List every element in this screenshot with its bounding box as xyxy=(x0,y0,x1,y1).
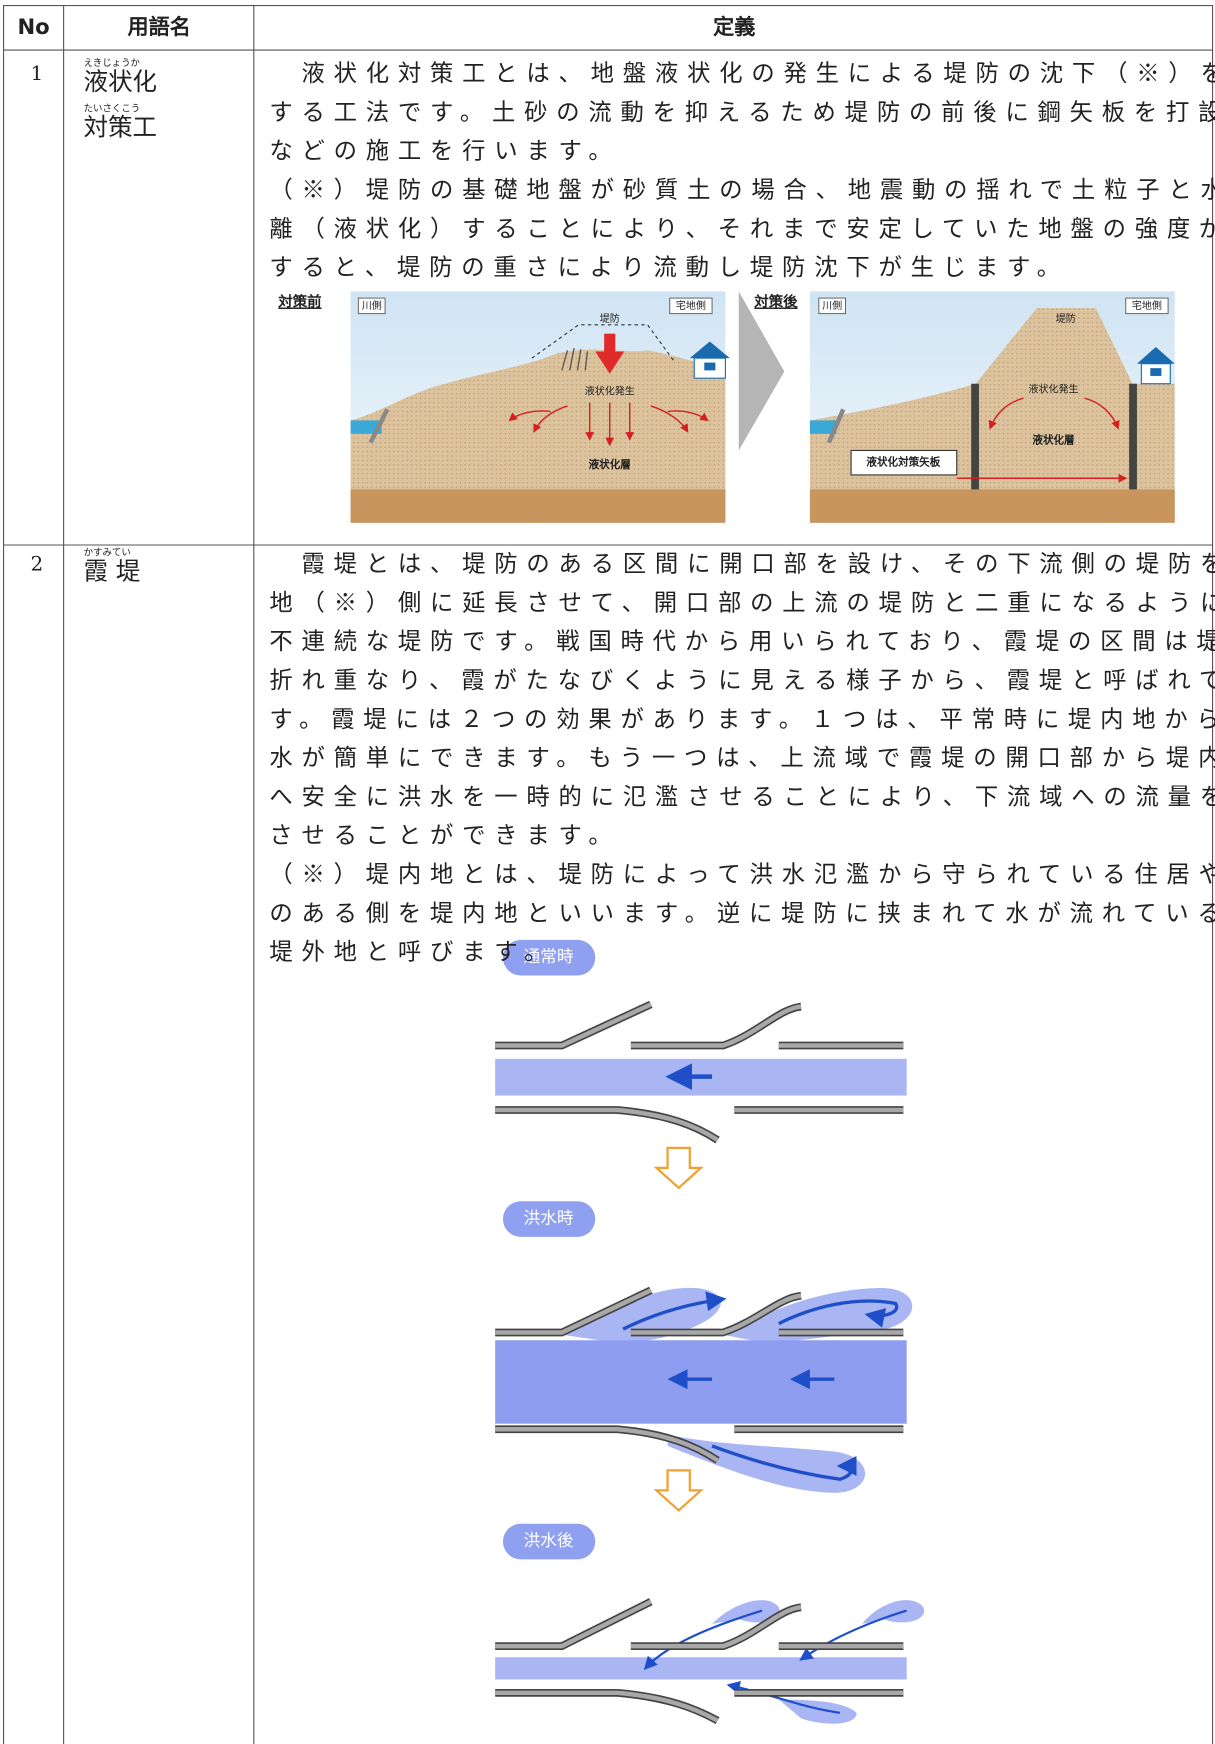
river-side-label: 川側 xyxy=(362,299,382,312)
levee-fill xyxy=(630,1004,802,1048)
definition-line: す。霞堤には２つの効果があります。１つは、平常時に堤内地からの排 xyxy=(269,705,1215,733)
definition-line: 水が簡単にできます。もう一つは、上流域で霞堤の開口部から堤内地側 xyxy=(269,744,1215,772)
levee xyxy=(630,1002,802,1050)
definition-line: のある側を堤内地といいます。逆に堤防に挟まれて水が流れている側を xyxy=(269,899,1215,927)
levee-fill xyxy=(495,1599,652,1649)
levee-fill xyxy=(630,1604,802,1649)
residential-side-label: 宅地側 xyxy=(676,299,706,312)
layer-label: 液状化層 xyxy=(1032,433,1074,446)
header-no: No xyxy=(17,14,49,39)
definition-line: （※）堤防の基礎地盤が砂質土の場合、地震動の揺れで土粒子と水が分 xyxy=(269,175,1215,203)
before-label: 対策前 xyxy=(277,293,321,311)
river-side-label: 川側 xyxy=(822,299,842,312)
definition-line: 堤外地と呼びます。 xyxy=(269,938,556,966)
table-borders xyxy=(2,5,1214,1744)
definition-line: 不連続な堤防です。戦国時代から用いられており、霞堤の区間は堤防が xyxy=(269,627,1215,655)
stage-label: 通常時 xyxy=(524,947,574,966)
levee-fill xyxy=(495,1002,652,1048)
layer-label: 液状化層 xyxy=(589,458,631,471)
levee-fill xyxy=(495,1288,652,1335)
levee-fill xyxy=(630,1293,802,1335)
liquefaction-figure: 対策前 川側 堤防 宅地側 液状化発生 液状化層 対策後 xyxy=(277,291,1175,523)
definition-line: 地（※）側に延長させて、開口部の上流の堤防と二重になるようにした xyxy=(269,588,1215,616)
term-ruby: かすみてい xyxy=(84,547,131,558)
header-term: 用語名 xyxy=(128,14,191,39)
term-ruby: たいさくこう xyxy=(84,104,141,115)
liquefaction-label: 液状化発生 xyxy=(585,385,635,398)
definition-line: 離（液状化）することにより、それまで安定していた地盤の強度が低下 xyxy=(269,214,1215,242)
row-number: 1 xyxy=(31,61,44,85)
sheet-pile-label: 液状化対策矢板 xyxy=(866,456,940,469)
definition-line: すると、堤防の重さにより流動し堤防沈下が生じます。 xyxy=(269,253,1069,281)
definition-line: させることができます。 xyxy=(269,821,620,849)
header-definition: 定義 xyxy=(713,14,755,39)
levee-label: 堤防 xyxy=(600,312,620,325)
definition-line: 折れ重なり、霞がたなびくように見える様子から、霞堤と呼ばれていま xyxy=(269,666,1215,694)
row-number: 2 xyxy=(31,552,44,576)
term: 霞 堤 xyxy=(84,556,141,585)
after-label: 対策後 xyxy=(753,293,798,311)
liquefaction-label: 液状化発生 xyxy=(1029,382,1079,395)
definition-line: する工法です。土砂の流動を抑えるため堤防の前後に鋼矢板を打設する xyxy=(269,98,1215,126)
stage-label: 洪水後 xyxy=(524,1531,574,1550)
levee-fill xyxy=(495,1690,719,1723)
levee-fill xyxy=(495,1427,719,1463)
term: 対策工 xyxy=(84,113,157,142)
definition-line: 液状化対策工とは、地盤液状化の発生による堤防の沈下（※）を防止 xyxy=(269,59,1215,87)
levee-fill xyxy=(495,1107,719,1142)
residential-side-label: 宅地側 xyxy=(1132,299,1162,312)
term-ruby: えきじょうか xyxy=(84,58,141,69)
definition-line: などの施工を行います。 xyxy=(269,137,620,165)
levee-label: 堤防 xyxy=(1056,312,1076,325)
kasumi-levee-figure: 通常時 洪水時 洪水後 xyxy=(495,939,925,1725)
term: 液状化 xyxy=(84,67,157,96)
stage-label: 洪水時 xyxy=(524,1209,574,1228)
definition-line: 霞堤とは、堤防のある区間に開口部を設け、その下流側の堤防を堤内 xyxy=(269,550,1215,578)
definition-line: へ安全に洪水を一時的に氾濫させることにより、下流域への流量を低減 xyxy=(269,782,1215,810)
definition-line: （※）堤内地とは、堤防によって洪水氾濫から守られている住居や農地 xyxy=(269,860,1215,888)
